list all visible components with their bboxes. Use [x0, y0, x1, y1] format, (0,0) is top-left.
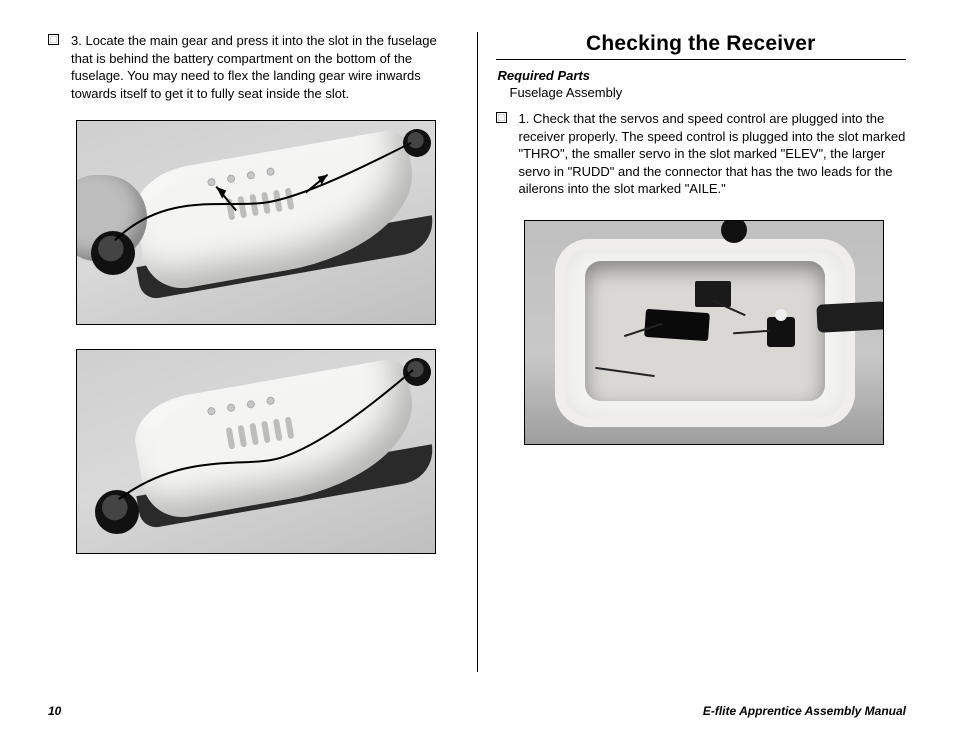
step-1-body: 1. Check that the servos and speed contr…	[517, 110, 907, 198]
figure-gear-install-hand	[76, 120, 436, 325]
step-3-body: 3. Locate the main gear and press it int…	[69, 32, 459, 102]
checkbox-icon	[48, 34, 59, 45]
figure-gear-installed	[76, 349, 436, 554]
manual-page: 3. Locate the main gear and press it int…	[0, 0, 954, 738]
step-1-number: 1.	[519, 111, 530, 126]
step-1-receiver: 1. Check that the servos and speed contr…	[496, 110, 907, 198]
section-title: Checking the Receiver	[496, 32, 907, 60]
left-column: 3. Locate the main gear and press it int…	[48, 32, 477, 710]
receiver-icon	[695, 281, 731, 307]
page-footer: 10 E-flite Apprentice Assembly Manual	[48, 704, 906, 718]
step-3: 3. Locate the main gear and press it int…	[48, 32, 459, 102]
servo-icon	[767, 317, 795, 347]
required-parts-item: Fuselage Assembly	[496, 85, 907, 100]
page-number: 10	[48, 704, 61, 718]
figure-receiver-bay	[524, 220, 884, 445]
step-3-text: Locate the main gear and press it into t…	[71, 33, 437, 101]
step-3-number: 3.	[71, 33, 82, 48]
required-parts-label: Required Parts	[496, 68, 907, 83]
checkbox-icon	[496, 112, 507, 123]
step-1-text: Check that the servos and speed control …	[519, 111, 906, 196]
manual-title: E-flite Apprentice Assembly Manual	[703, 704, 906, 718]
right-column: Checking the Receiver Required Parts Fus…	[478, 32, 907, 710]
